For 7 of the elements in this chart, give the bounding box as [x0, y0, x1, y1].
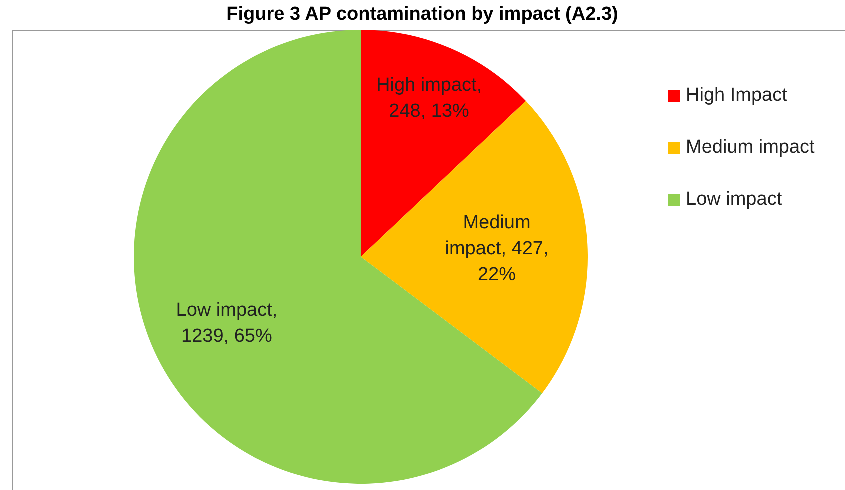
legend-label: High Impact: [686, 84, 788, 108]
legend-label: Low impact: [686, 188, 782, 212]
chart-title: Figure 3 AP contamination by impact (A2.3): [226, 4, 620, 26]
data-label: Medium impact, 427, 22%: [445, 212, 549, 286]
data-label: High impact, 248, 13%: [376, 74, 482, 122]
legend-label: Medium impact: [686, 136, 815, 160]
data-label: Low impact, 1239, 65%: [176, 300, 278, 348]
